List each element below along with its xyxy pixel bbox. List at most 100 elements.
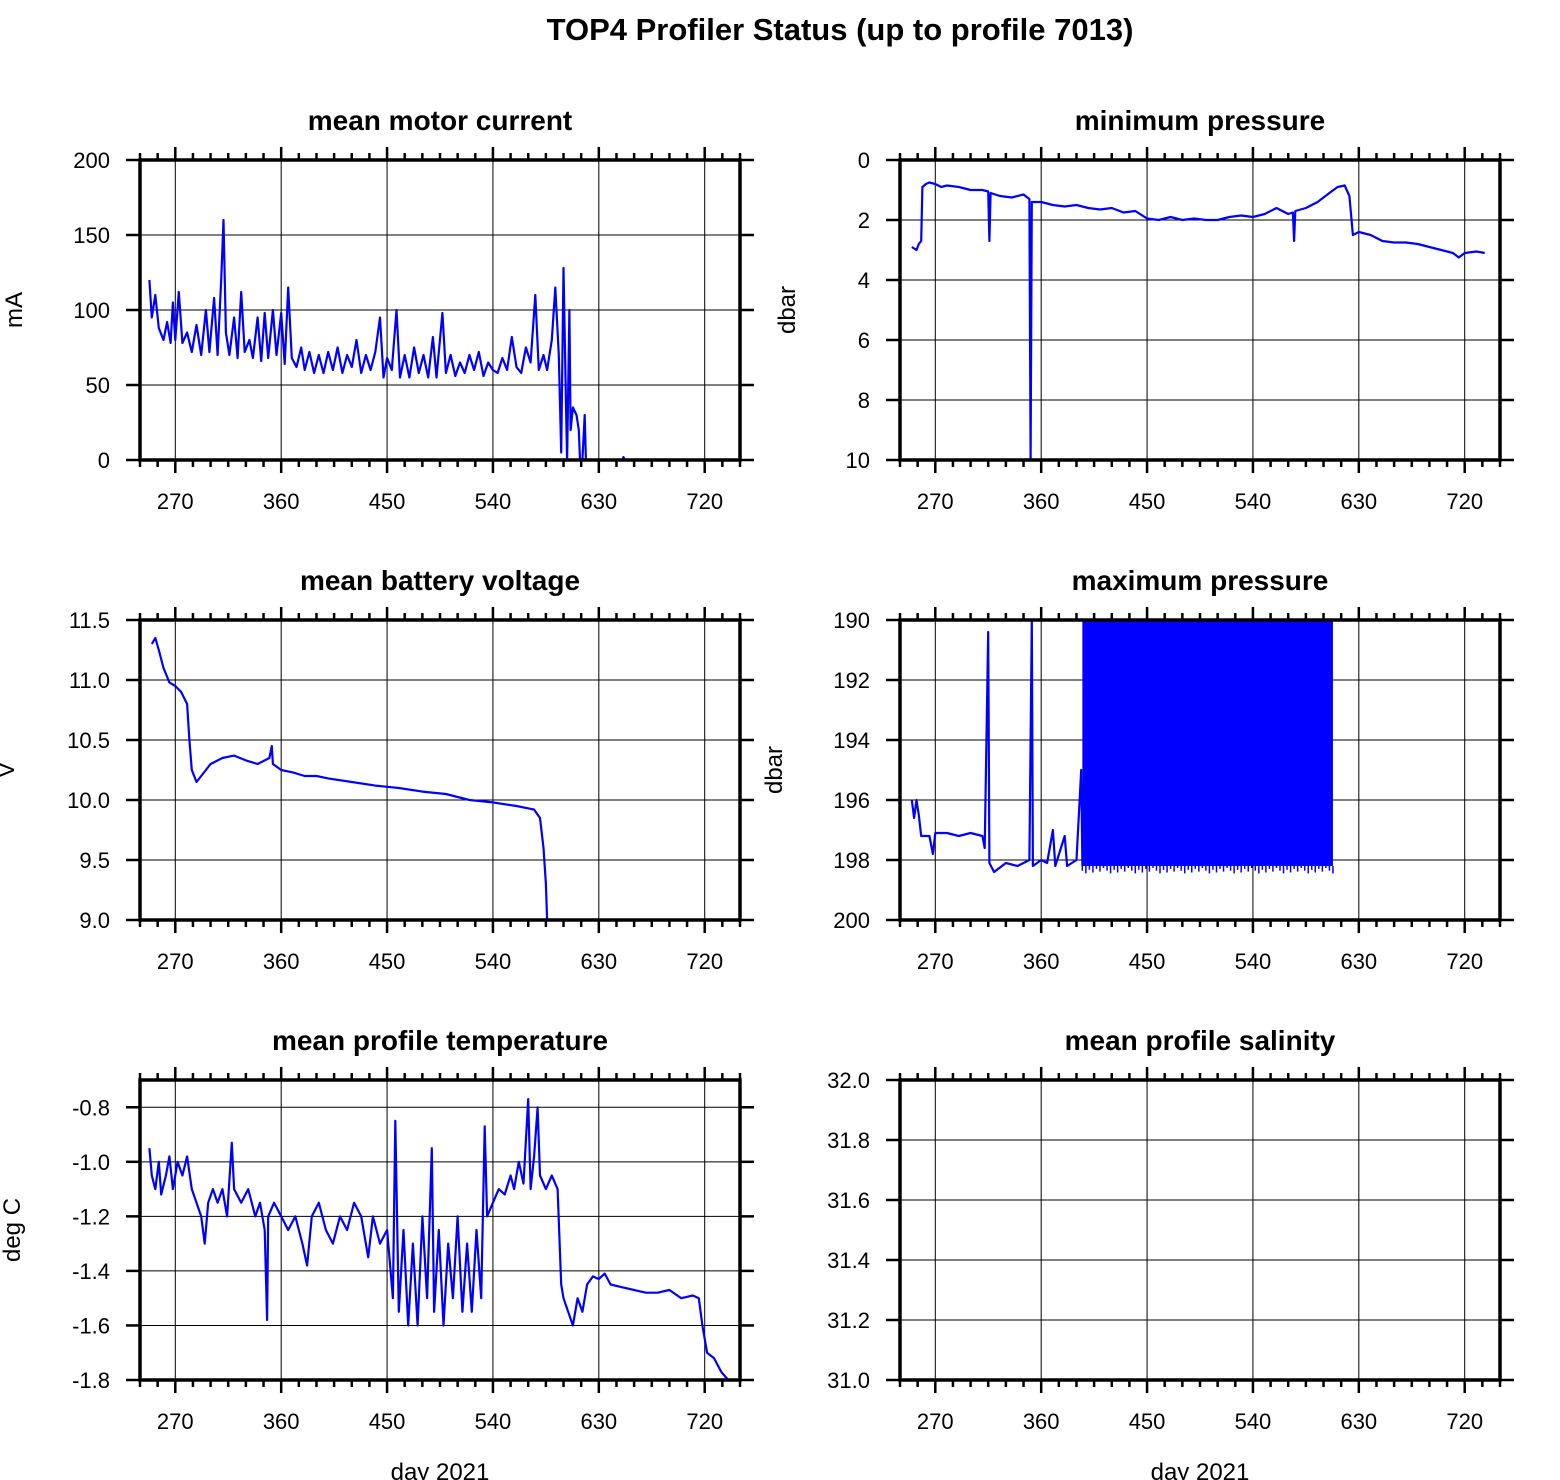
panel-title: mean profile salinity — [1065, 1025, 1336, 1056]
panel-mean-motor-current: mean motor current 270 360 450 540 630 720 0 50 1… — [1, 105, 754, 514]
series-line — [910, 618, 1084, 874]
y-tick-label: 9.0 — [79, 908, 110, 933]
y-axis-label: mA — [1, 292, 28, 328]
y-tick-label: 2 — [858, 208, 870, 233]
y-tick-label: 150 — [73, 223, 110, 248]
plot-frame — [898, 158, 1502, 462]
y-tick-label: -1.8 — [72, 1368, 110, 1393]
x-tick-label: 720 — [686, 949, 723, 974]
panel-title: mean motor current — [308, 105, 573, 136]
x-tick-label: 540 — [1235, 489, 1272, 514]
y-tick-label: 0 — [858, 148, 870, 173]
x-axis-label: day 2021 — [391, 1459, 490, 1480]
y-tick-label: 10.5 — [67, 728, 110, 753]
panel-mean-profile-temperature: mean profile temperature 270 360 450 540 630 7… — [0, 1025, 754, 1480]
x-tick-label: 360 — [1023, 1409, 1060, 1434]
series-line — [911, 181, 1485, 462]
y-tick-label: 50 — [86, 373, 110, 398]
x-tick-label: 360 — [263, 949, 300, 974]
panel-maximum-pressure: maximum pressure 270 360 450 540 630 720 190 192… — [761, 565, 1514, 974]
plot-frame — [138, 618, 742, 922]
series-line — [148, 218, 735, 462]
y-tick-label: 10.0 — [67, 788, 110, 813]
x-tick-label: 630 — [580, 1409, 617, 1434]
y-tick-label: 31.2 — [827, 1308, 870, 1333]
x-tick-label: 630 — [1340, 1409, 1377, 1434]
y-tick-label: 194 — [833, 728, 870, 753]
panel-title: mean battery voltage — [300, 565, 580, 596]
x-axis-label: day 2021 — [1151, 1459, 1250, 1480]
x-tick-label: 450 — [369, 489, 406, 514]
series-oscillation-band — [1082, 620, 1333, 866]
x-tick-label: 720 — [1446, 949, 1483, 974]
x-tick-label: 450 — [1129, 949, 1166, 974]
y-tick-label: -1.4 — [72, 1259, 110, 1284]
y-tick-label: 196 — [833, 788, 870, 813]
y-tick-label: 4 — [858, 268, 870, 293]
y-tick-label: 9.5 — [79, 848, 110, 873]
x-tick-label: 540 — [1235, 949, 1272, 974]
x-tick-label: 540 — [475, 1409, 512, 1434]
y-tick-label: -1.0 — [72, 1150, 110, 1175]
plot-frame — [898, 1078, 1502, 1382]
y-tick-label: 31.4 — [827, 1248, 870, 1273]
y-tick-label: 192 — [833, 668, 870, 693]
y-tick-label: 6 — [858, 328, 870, 353]
y-tick-label: 8 — [858, 388, 870, 413]
y-tick-label: 200 — [833, 908, 870, 933]
y-tick-label: -1.2 — [72, 1204, 110, 1229]
panel-title: maximum pressure — [1072, 565, 1329, 596]
x-tick-label: 360 — [1023, 489, 1060, 514]
x-tick-label: 630 — [580, 489, 617, 514]
x-tick-label: 450 — [1129, 489, 1166, 514]
panel-mean-battery-voltage: mean battery voltage 270 360 450 540 630 720 9.… — [0, 565, 754, 974]
y-tick-label: 198 — [833, 848, 870, 873]
series-line — [148, 1098, 730, 1381]
x-tick-label: 720 — [686, 489, 723, 514]
x-tick-label: 540 — [475, 489, 512, 514]
x-tick-label: 360 — [263, 1409, 300, 1434]
series-line — [150, 636, 549, 921]
x-tick-label: 540 — [475, 949, 512, 974]
x-tick-label: 720 — [1446, 1409, 1483, 1434]
plot-frame — [138, 1078, 742, 1382]
x-tick-label: 450 — [369, 1409, 406, 1434]
x-tick-label: 270 — [157, 949, 194, 974]
x-tick-label: 630 — [1340, 489, 1377, 514]
plot-frame — [138, 158, 742, 462]
y-tick-label: 10 — [846, 448, 870, 473]
y-tick-label: 11.0 — [69, 668, 110, 693]
panel-title: mean profile temperature — [272, 1025, 608, 1056]
y-tick-label: 11.5 — [69, 608, 110, 633]
panel-minimum-pressure: minimum pressure 270 360 450 540 630 720 0 2 4 6 8 1… — [774, 105, 1514, 514]
x-tick-label: 630 — [580, 949, 617, 974]
panel-mean-profile-salinity: mean profile salinity 270 360 450 540 630 720 3… — [827, 1025, 1514, 1480]
y-tick-label: 200 — [73, 148, 110, 173]
y-axis-label: V — [0, 762, 20, 778]
x-tick-label: 540 — [1235, 1409, 1272, 1434]
y-tick-label: 0 — [98, 448, 110, 473]
x-tick-label: 450 — [369, 949, 406, 974]
x-tick-label: 360 — [263, 489, 300, 514]
x-tick-label: 270 — [917, 1409, 954, 1434]
x-tick-label: 270 — [917, 489, 954, 514]
x-tick-label: 360 — [1023, 949, 1060, 974]
x-tick-label: 630 — [1340, 949, 1377, 974]
y-axis-label: deg C — [0, 1198, 26, 1262]
x-tick-label: 720 — [1446, 489, 1483, 514]
y-tick-label: 31.6 — [827, 1188, 870, 1213]
y-tick-label: 31.8 — [827, 1128, 870, 1153]
y-tick-label: -1.6 — [72, 1313, 110, 1338]
y-axis-label: dbar — [761, 746, 788, 794]
x-tick-label: 270 — [157, 489, 194, 514]
panel-title: minimum pressure — [1075, 105, 1326, 136]
x-tick-label: 270 — [917, 949, 954, 974]
y-tick-label: -0.8 — [72, 1095, 110, 1120]
x-tick-label: 720 — [686, 1409, 723, 1434]
y-tick-label: 100 — [73, 298, 110, 323]
x-tick-label: 270 — [157, 1409, 194, 1434]
y-tick-label: 190 — [833, 608, 870, 633]
plot-frame — [898, 618, 1502, 922]
y-tick-label: 31.0 — [827, 1368, 870, 1393]
